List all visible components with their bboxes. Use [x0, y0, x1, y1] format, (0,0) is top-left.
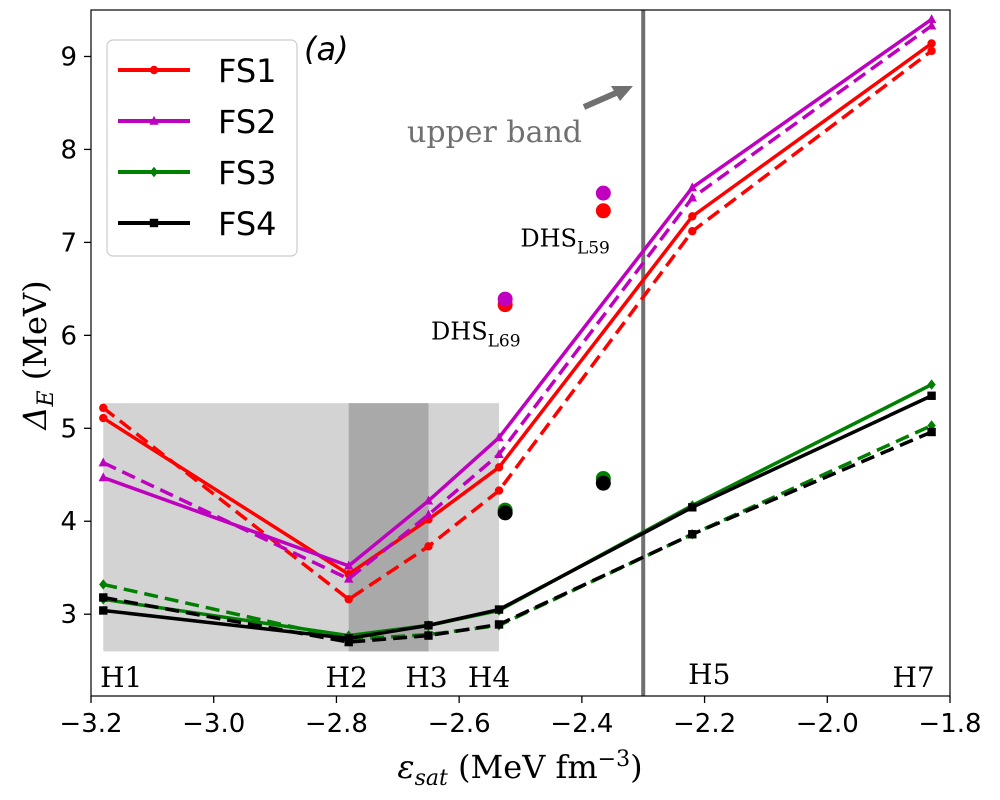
extra-points-layer	[497, 185, 611, 521]
series-fs1-dashed-point	[927, 46, 936, 56]
x-tick-label: −1.8	[918, 709, 981, 739]
series-fs4-solid-point	[688, 503, 697, 512]
series-fs1-dashed-point	[494, 486, 504, 495]
y-tick-label: 7	[60, 228, 77, 258]
series-fs3-dashed-point	[99, 579, 108, 590]
model-label-h1: H1	[100, 661, 142, 694]
series-fs2-solid-point	[423, 495, 434, 505]
y-tick-label: 4	[60, 507, 77, 537]
dhs-data-point	[595, 203, 611, 219]
x-tick-label: −2.8	[305, 709, 368, 739]
series-fs4-dashed-point	[424, 631, 433, 640]
series-fs1-solid-point	[688, 212, 697, 221]
legend-item-fs1: FS1	[118, 52, 277, 90]
series-fs4-dashed-point	[99, 593, 108, 602]
y-tick-label: 5	[60, 414, 77, 444]
series-fs4-solid-line	[103, 394, 933, 641]
series-fs2-solid-point	[98, 472, 108, 482]
series-fs4-dashed-line	[102, 430, 933, 644]
series-fs2-dashed-point	[926, 20, 937, 30]
series-fs4-dashed-point	[494, 620, 504, 629]
legend-item-fs4: FS4	[118, 205, 277, 243]
plot-frame	[90, 9, 951, 697]
legend-box	[106, 39, 298, 257]
legend-marker	[149, 115, 159, 125]
dhs-data-point	[497, 291, 513, 307]
model-label-h3: H3	[405, 661, 447, 694]
upper-band-label: upper band	[407, 115, 582, 150]
x-tick-label: −2.0	[796, 709, 859, 739]
series-fs2-dashed-point	[344, 573, 354, 583]
series-fs1-dashed-line	[102, 49, 933, 602]
series-fs1-dashed-point	[688, 227, 697, 236]
dhs-data-point	[497, 505, 513, 521]
legend-item-fs3: FS3	[118, 154, 277, 192]
legend-label: FS2	[218, 103, 277, 141]
y-tick-label: 9	[60, 42, 77, 72]
legend-item-fs2: FS2	[118, 103, 277, 141]
bands-layer	[103, 403, 500, 652]
series-fs1-solid-line	[102, 42, 933, 576]
annotations-layer: DHSL69 DHSL59 upper band (a) H1 H2 H3 H4 H5 H7	[100, 30, 935, 694]
series-fs2-dashed-point	[494, 449, 504, 459]
series-fs2-solid-point	[687, 182, 697, 192]
dhs-data-point	[595, 185, 611, 201]
series-fs2-solid-point	[494, 432, 504, 442]
dhs-point-label: DHSL59	[520, 224, 610, 258]
y-axis-label: ΔE (MeV)	[16, 280, 59, 431]
legend: FS1 FS2 FS3 FS4	[106, 39, 298, 257]
series-fs4-dashed-point	[688, 530, 697, 539]
dhs-data-point	[595, 475, 611, 491]
y-tick-label: 8	[60, 135, 77, 165]
legend-label: FS4	[218, 205, 277, 243]
x-axis-label: εsat (MeV fm−3)	[397, 747, 642, 791]
series-fs4-solid-point	[424, 621, 433, 630]
series-fs1-solid-point	[99, 413, 108, 423]
y-tick-label: 6	[60, 321, 77, 351]
legend-marker	[149, 166, 159, 178]
series-fs2-dashed-point	[423, 509, 434, 519]
panel-label: (a)	[304, 30, 349, 68]
series-fs4-solid-point	[927, 391, 936, 400]
x-tick-label: −3.2	[59, 709, 122, 739]
x-tick-label: −2.6	[428, 709, 491, 739]
model-label-h5: H5	[688, 658, 730, 691]
shaded-band-1	[103, 403, 500, 652]
dhs-point-label: DHSL69	[431, 317, 521, 351]
series-fs2-dashed-line	[102, 24, 933, 581]
series-fs3-solid-point	[927, 379, 936, 390]
legend-marker	[149, 65, 159, 75]
series-fs2-dashed-point	[98, 457, 108, 467]
series-fs1-dashed-point	[99, 403, 108, 413]
series-fs2-solid-point	[926, 14, 937, 23]
x-tick-label: −2.4	[550, 709, 613, 739]
upper-band-arrow	[582, 86, 633, 110]
legend-marker	[149, 218, 159, 228]
series-fs1-dashed-point	[424, 542, 433, 551]
series-layer	[98, 14, 937, 647]
legend-label: FS3	[218, 154, 277, 192]
model-label-h7: H7	[892, 661, 934, 694]
series-fs4-solid-point	[494, 605, 504, 614]
series-fs4-dashed-point	[927, 427, 936, 437]
series-fs1-dashed-point	[344, 595, 353, 604]
series-fs1-solid-point	[494, 463, 504, 472]
x-tick-label: −2.2	[673, 709, 736, 739]
series-fs2-solid-point	[344, 560, 354, 570]
series-fs2-dashed-point	[687, 192, 697, 202]
y-tick-label: 3	[60, 600, 77, 630]
axes-layer: −3.2 −3.0 −2.8 −2.6 −2.4 −2.2 −2.0 −1.8 3 4 5 6 7 8 9 ε…	[16, 42, 982, 791]
series-fs1-solid-point	[927, 39, 936, 48]
series-fs4-solid-point	[344, 634, 353, 643]
series-fs4-solid-point	[99, 606, 108, 615]
x-tick-label: −3.0	[182, 709, 245, 739]
series-fs2-solid-line	[102, 17, 933, 568]
legend-label: FS1	[218, 52, 277, 90]
model-label-h2: H2	[326, 661, 368, 694]
model-label-h4: H4	[468, 661, 510, 694]
